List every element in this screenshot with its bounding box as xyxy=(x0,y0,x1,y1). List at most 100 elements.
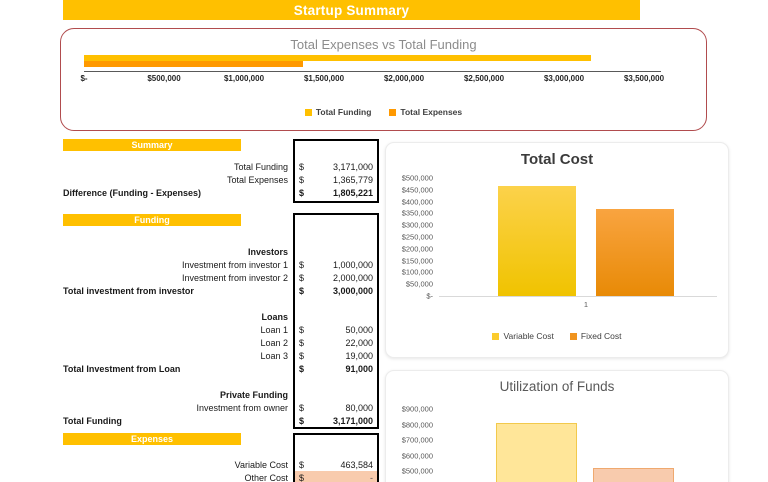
row-label: Loan 1 xyxy=(260,324,288,335)
legend-label: Variable Cost xyxy=(503,331,554,341)
row-label: Difference (Funding - Expenses) xyxy=(63,187,202,198)
x-tick-label: $3,500,000 xyxy=(623,74,665,83)
y-tick-label: $450,000 xyxy=(401,185,433,195)
bar-total-expenses xyxy=(84,61,303,67)
ledger-row: Total Funding $3,171,000 xyxy=(63,414,377,427)
row-value: $22,000 xyxy=(295,336,377,349)
row-value: $80,000 xyxy=(295,401,377,414)
row-label: Total investment from investor xyxy=(63,285,194,296)
blank-row xyxy=(63,445,377,458)
ledger-row: Total Expenses $1,365,779 xyxy=(63,173,377,186)
y-tick-label: $900,000 xyxy=(401,404,433,414)
currency-symbol: $ xyxy=(299,174,305,185)
currency-symbol: $ xyxy=(299,259,305,270)
chart-title: Total Expenses vs Total Funding xyxy=(290,37,477,52)
row-value: $3,171,000 xyxy=(295,160,377,173)
bar xyxy=(496,423,577,482)
y-tick-label: $300,000 xyxy=(401,220,433,230)
row-value: $1,000,000 xyxy=(295,258,377,271)
x-axis-line xyxy=(439,296,717,297)
y-tick-label: $400,000 xyxy=(401,197,433,207)
summary-rows: Total Funding $3,171,000 Total Expenses $1,… xyxy=(63,160,377,199)
amount: 1,805,221 xyxy=(332,187,373,198)
x-tick-label: $1,000,000 xyxy=(223,74,265,83)
row-label: Investment from investor 2 xyxy=(181,272,288,283)
ledger-row: Loan 3 $19,000 xyxy=(63,349,377,362)
y-tick-label: $250,000 xyxy=(401,232,433,242)
currency-symbol: $ xyxy=(299,161,305,172)
amount: - xyxy=(370,472,373,482)
ledger-row: Total Funding $3,171,000 xyxy=(63,160,377,173)
y-tick-label: $700,000 xyxy=(401,435,433,445)
bar-variable-cost xyxy=(498,186,576,296)
row-value: $1,805,221 xyxy=(295,186,377,199)
amount: 3,171,000 xyxy=(332,415,373,426)
legend-swatch xyxy=(304,108,312,116)
y-axis-labels: $900,000 $800,000 $700,000 $600,000 $500,000 xyxy=(386,371,433,482)
page-title: Startup Summary xyxy=(63,0,640,20)
row-label: Investment from investor 1 xyxy=(181,259,288,270)
y-tick-label: $50,000 xyxy=(405,279,433,289)
ledger-row: Investment from investor 1 $1,000,000 xyxy=(63,258,377,271)
row-value: $91,000 xyxy=(295,362,377,375)
ledger-row: Investment from investor 2 $2,000,000 xyxy=(63,271,377,284)
ledger-row: Loan 1 $50,000 xyxy=(63,323,377,336)
blank-row xyxy=(63,375,377,388)
legend-item: Fixed Cost xyxy=(569,331,622,341)
amount: 80,000 xyxy=(345,402,373,413)
row-label: Total Investment from Loan xyxy=(63,363,181,374)
row-value: $1,365,779 xyxy=(295,173,377,186)
utilization-of-funds-chart: Utilization of Funds $900,000 $800,000 $70… xyxy=(385,370,729,482)
row-value: $463,584 xyxy=(295,458,377,471)
legend-swatch xyxy=(569,332,577,340)
x-tick-label: $2,000,000 xyxy=(383,74,425,83)
x-axis-category-label: 1 xyxy=(583,300,589,309)
amount: 463,584 xyxy=(340,459,373,470)
bar-total-funding xyxy=(84,55,592,61)
expenses-values-box xyxy=(293,433,379,482)
amount: 50,000 xyxy=(345,324,373,335)
ledger-row: Total Investment from Loan $91,000 xyxy=(63,362,377,375)
amount: 1,000,000 xyxy=(332,259,373,270)
y-tick-label: $800,000 xyxy=(401,420,433,429)
horizontal-bars xyxy=(84,55,684,68)
currency-symbol: $ xyxy=(299,363,305,374)
section-header-expenses: Expenses xyxy=(63,433,241,445)
y-axis-labels: $500,000 $450,000 $400,000 $350,000 $300,000… xyxy=(386,143,433,357)
x-tick-label: $500,000 xyxy=(147,74,181,83)
currency-symbol: $ xyxy=(299,459,305,470)
currency-symbol: $ xyxy=(299,472,305,482)
y-tick-label: $350,000 xyxy=(401,208,433,218)
summary-values-box xyxy=(293,139,379,203)
row-label: Loans xyxy=(261,311,288,322)
amount: 3,171,000 xyxy=(332,161,373,172)
total-cost-chart: Total Cost $500,000 $450,000 $400,000 $350,… xyxy=(385,142,729,358)
bar xyxy=(593,467,674,482)
legend-item: Total Expenses xyxy=(389,107,462,117)
x-tick-label: $2,500,000 xyxy=(463,74,505,83)
legend-label: Total Expenses xyxy=(400,107,463,117)
x-tick-label: $3,000,000 xyxy=(543,74,585,83)
x-tick-label: $1,500,000 xyxy=(303,74,345,83)
row-label: Investors xyxy=(247,246,288,257)
chart-title: Total Cost xyxy=(520,151,594,168)
y-tick-label: $150,000 xyxy=(401,256,433,266)
ledger-row: Loan 2 $22,000 xyxy=(63,336,377,349)
legend-label: Total Funding xyxy=(315,107,372,117)
chart-title: Utilization of Funds xyxy=(499,379,615,394)
chart-legend: Variable Cost Fixed Cost xyxy=(386,331,728,341)
y-tick-label: $100,000 xyxy=(401,267,433,277)
ledger-row: Investment from owner $80,000 xyxy=(63,401,377,414)
expenses-vs-funding-chart: Total Expenses vs Total Funding $- $500,0… xyxy=(60,28,707,131)
row-value: $2,000,000 xyxy=(295,271,377,284)
expenses-rows: Variable Cost $463,584 Other Cost $ - xyxy=(63,445,377,482)
section-header-summary: Summary xyxy=(63,139,241,151)
currency-symbol: $ xyxy=(299,415,305,426)
row-label: Loan 3 xyxy=(260,350,288,361)
bar-fixed-cost xyxy=(596,209,674,296)
amount: 22,000 xyxy=(345,337,373,348)
legend-item: Variable Cost xyxy=(492,331,554,341)
currency-symbol: $ xyxy=(299,285,305,296)
currency-symbol: $ xyxy=(299,187,305,198)
row-label: Total Funding xyxy=(233,161,288,172)
